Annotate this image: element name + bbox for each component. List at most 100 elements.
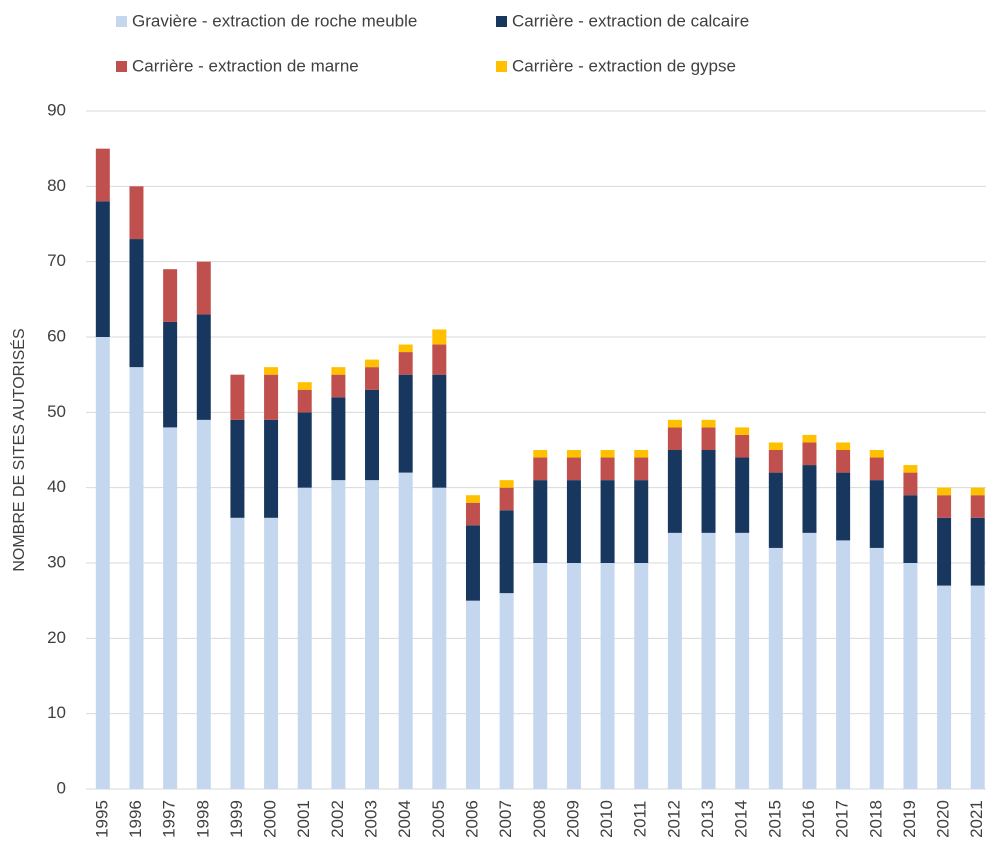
x-tick-label: 2012 xyxy=(664,800,683,838)
bar-segment xyxy=(95,148,110,202)
bar-segment xyxy=(802,442,817,466)
bar-segment xyxy=(600,450,615,458)
bar-segment xyxy=(970,517,985,586)
y-tick-label: 20 xyxy=(47,628,66,647)
bar-segment xyxy=(600,457,615,481)
y-tick-label: 80 xyxy=(47,176,66,195)
bar-segment xyxy=(230,517,245,789)
y-tick-label: 30 xyxy=(47,552,66,571)
bar-segment xyxy=(95,337,110,789)
bar-segment xyxy=(230,419,245,518)
x-tick-label: 1998 xyxy=(193,800,212,838)
bar-segment xyxy=(903,563,918,789)
bar-segment xyxy=(331,480,346,789)
x-tick-label: 1997 xyxy=(160,800,179,838)
bar-segment xyxy=(970,487,985,496)
bar-segment xyxy=(432,487,447,789)
bar-segment xyxy=(129,186,144,240)
bar-segment xyxy=(667,532,682,789)
bar-segment xyxy=(970,495,985,518)
bar-segment xyxy=(701,427,716,450)
bar-segment xyxy=(196,261,211,315)
bar-segment xyxy=(970,585,985,789)
bar-segment xyxy=(533,457,548,481)
x-tick-label: 2009 xyxy=(563,800,582,838)
bar-segment xyxy=(365,480,380,789)
bar-segment xyxy=(566,457,581,481)
bar-segment xyxy=(937,495,952,518)
bar-segment xyxy=(937,517,952,586)
bar-segment xyxy=(802,532,817,789)
bar-segment xyxy=(95,201,110,337)
bar-segment xyxy=(398,352,413,375)
bar-segment xyxy=(869,480,884,548)
bar-segment xyxy=(869,450,884,458)
bar-segment xyxy=(802,465,817,533)
bar-segment xyxy=(398,374,413,473)
bar-segment xyxy=(331,367,346,375)
bar-segment xyxy=(465,525,480,601)
bar-segment xyxy=(566,450,581,458)
x-tick-label: 2006 xyxy=(462,800,481,838)
bar-segment xyxy=(230,374,245,420)
bar-segment xyxy=(735,427,750,435)
legend-label: Carrière - extraction de gypse xyxy=(512,56,736,75)
bar-segment xyxy=(533,563,548,789)
x-tick-label: 2011 xyxy=(631,801,650,838)
bar-segment xyxy=(432,344,447,375)
legend-swatch xyxy=(496,16,507,27)
x-tick-label: 1996 xyxy=(126,800,145,838)
bar-segment xyxy=(264,374,279,420)
bar-segment xyxy=(600,480,615,563)
bar-segment xyxy=(129,367,144,789)
bar-segment xyxy=(768,442,783,450)
x-tick-label: 2019 xyxy=(900,800,919,838)
x-tick-label: 2021 xyxy=(967,800,986,838)
bar-segment xyxy=(398,344,413,353)
bar-segment xyxy=(836,540,851,789)
bar-segment xyxy=(566,563,581,789)
x-tick-label: 2007 xyxy=(496,800,515,838)
x-tick-label: 2016 xyxy=(799,800,818,838)
x-tick-label: 2008 xyxy=(530,800,549,838)
bar-segment xyxy=(432,374,447,488)
bar-segment xyxy=(869,547,884,789)
x-tick-label: 2015 xyxy=(765,800,784,838)
bar-segment xyxy=(365,359,380,368)
legend-swatch xyxy=(496,61,507,72)
bar-segment xyxy=(264,419,279,518)
bar-segment xyxy=(836,450,851,473)
bar-segment xyxy=(163,427,178,789)
bar-segment xyxy=(768,547,783,789)
bar-segment xyxy=(365,367,380,390)
bar-segment xyxy=(264,367,279,375)
legend-label: Gravière - extraction de roche meuble xyxy=(132,11,417,30)
bar-segment xyxy=(398,472,413,789)
legend-label: Carrière - extraction de marne xyxy=(132,56,359,75)
x-tick-label: 2002 xyxy=(328,800,347,838)
bar-segment xyxy=(499,593,514,789)
x-tick-label: 1999 xyxy=(227,800,246,838)
bar-segment xyxy=(836,442,851,450)
legend-swatch xyxy=(116,16,127,27)
bar-segment xyxy=(196,419,211,789)
bar-segment xyxy=(566,480,581,563)
x-tick-label: 2005 xyxy=(429,800,448,838)
bar-segment xyxy=(634,450,649,458)
bar-segment xyxy=(163,269,178,322)
bar-segment xyxy=(297,412,312,488)
bar-segment xyxy=(903,465,918,473)
bar-segment xyxy=(903,472,918,496)
y-tick-label: 60 xyxy=(47,326,66,345)
y-tick-label: 0 xyxy=(57,778,66,797)
bar-segment xyxy=(937,487,952,496)
x-tick-label: 2018 xyxy=(866,800,885,838)
bar-segment xyxy=(365,389,380,481)
bar-segment xyxy=(465,495,480,503)
bar-segment xyxy=(667,427,682,450)
bar-segment xyxy=(903,495,918,563)
x-tick-label: 2004 xyxy=(395,800,414,838)
x-tick-label: 2017 xyxy=(833,800,852,838)
bar-segment xyxy=(533,450,548,458)
x-tick-label: 2003 xyxy=(362,800,381,838)
